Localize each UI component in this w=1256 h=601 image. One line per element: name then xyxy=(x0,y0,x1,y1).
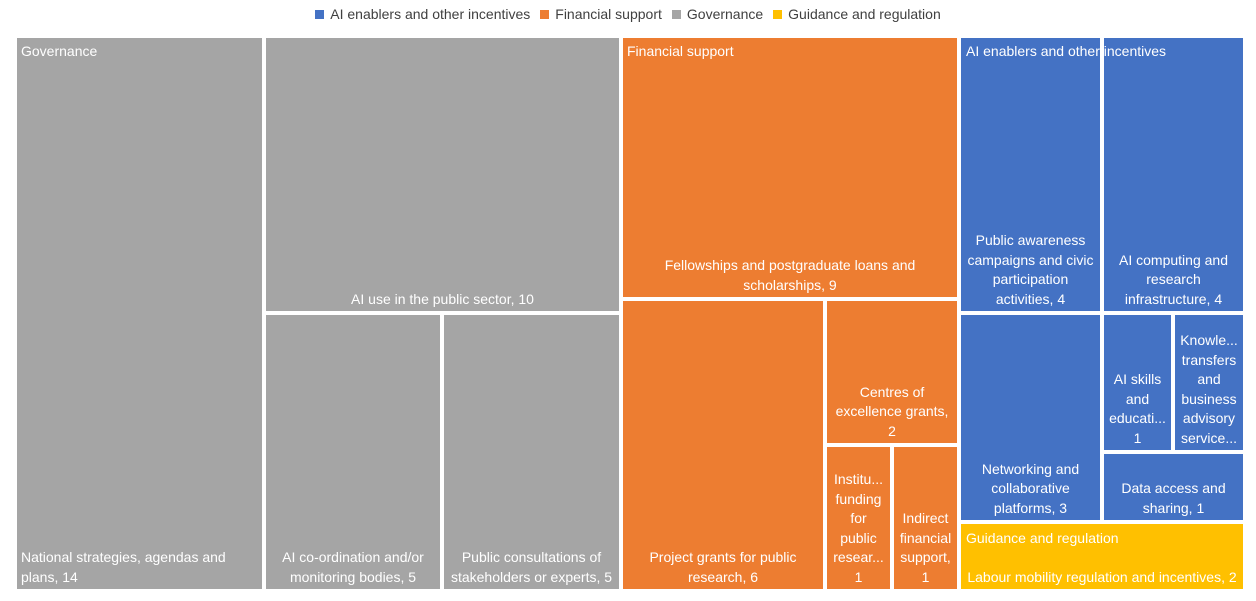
treemap-tile-label: AI use in the public sector, 10 xyxy=(351,290,534,307)
treemap-tile-label: Public consultations of stakeholders or … xyxy=(450,549,613,585)
treemap-tile-label: AI computing and research infrastructure… xyxy=(1119,251,1228,307)
treemap-tile: Project grants for public research, 6 xyxy=(621,299,825,591)
treemap-tile-label: Labour mobility regulation and incentive… xyxy=(967,568,1237,585)
treemap-tile-label: National strategies, agendas and plans, … xyxy=(21,549,226,585)
treemap-tile: Fellowships and postgraduate loans and s… xyxy=(621,36,959,299)
treemap-tile: Centres of excellence grants, 2 xyxy=(825,299,959,445)
treemap-tile: Networking and collaborative platforms, … xyxy=(959,313,1102,522)
legend-item: Guidance and regulation xyxy=(773,6,941,22)
legend-label: Governance xyxy=(686,6,764,22)
treemap-tile-label: Data access and sharing, 1 xyxy=(1121,480,1226,516)
treemap-tile-label: Project grants for public research, 6 xyxy=(649,549,797,585)
treemap-group-label: Financial support xyxy=(627,43,734,59)
legend-label: Guidance and regulation xyxy=(788,6,941,22)
treemap-group-label: Guidance and regulation xyxy=(966,530,1119,546)
treemap-tile-label: AI skills and educati... 1 xyxy=(1109,371,1166,446)
treemap-tile: Indirect financial support, 1 xyxy=(892,445,959,591)
treemap-tile: Knowle... transfers and business advisor… xyxy=(1173,313,1245,452)
treemap-tile: AI use in the public sector, 10 xyxy=(264,36,621,313)
legend-swatch xyxy=(671,9,681,19)
legend-swatch xyxy=(773,9,783,19)
treemap-tile-label: Institu... funding for public resear... … xyxy=(833,471,884,585)
treemap-tile: Data access and sharing, 1 xyxy=(1102,452,1245,522)
treemap-tile-label: Knowle... transfers and business advisor… xyxy=(1180,332,1238,446)
treemap-tile: AI computing and research infrastructure… xyxy=(1102,36,1245,313)
legend-item: Governance xyxy=(671,6,764,22)
legend-item: AI enablers and other incentives xyxy=(315,6,530,22)
treemap-tile: Public consultations of stakeholders or … xyxy=(442,313,621,591)
treemap-tile: AI skills and educati... 1 xyxy=(1102,313,1173,452)
treemap-tile: Institu... funding for public resear... … xyxy=(825,445,892,591)
treemap-group-label: AI enablers and other incentives xyxy=(966,43,1167,59)
treemap-tile-label: Centres of excellence grants, 2 xyxy=(835,383,949,439)
legend-label: Financial support xyxy=(555,6,662,22)
treemap-tile-label: Public awareness campaigns and civic par… xyxy=(967,232,1094,307)
chart-legend: AI enablers and other incentives Financia… xyxy=(0,5,1256,23)
treemap-tile: National strategies, agendas and plans, … xyxy=(15,36,264,591)
legend-label: AI enablers and other incentives xyxy=(330,6,531,22)
treemap-tile: AI co-ordination and/or monitoring bodie… xyxy=(264,313,442,591)
legend-item: Financial support xyxy=(540,6,662,22)
treemap-tile: Public awareness campaigns and civic par… xyxy=(959,36,1102,313)
legend-swatch xyxy=(540,9,550,19)
legend-swatch xyxy=(315,9,325,19)
treemap-group-label: Governance xyxy=(21,43,98,59)
treemap-tile-label: AI co-ordination and/or monitoring bodie… xyxy=(282,549,424,585)
treemap-tile: Labour mobility regulation and incentive… xyxy=(959,522,1245,591)
treemap-tile-label: Networking and collaborative platforms, … xyxy=(981,460,1080,516)
treemap-tile-label: Indirect financial support, 1 xyxy=(899,510,952,585)
treemap-tile-label: Fellowships and postgraduate loans and s… xyxy=(664,257,916,293)
